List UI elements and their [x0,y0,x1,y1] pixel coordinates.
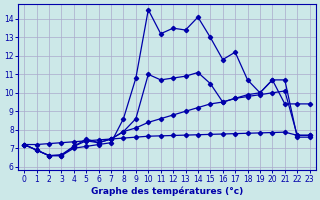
X-axis label: Graphe des températures (°c): Graphe des températures (°c) [91,186,243,196]
